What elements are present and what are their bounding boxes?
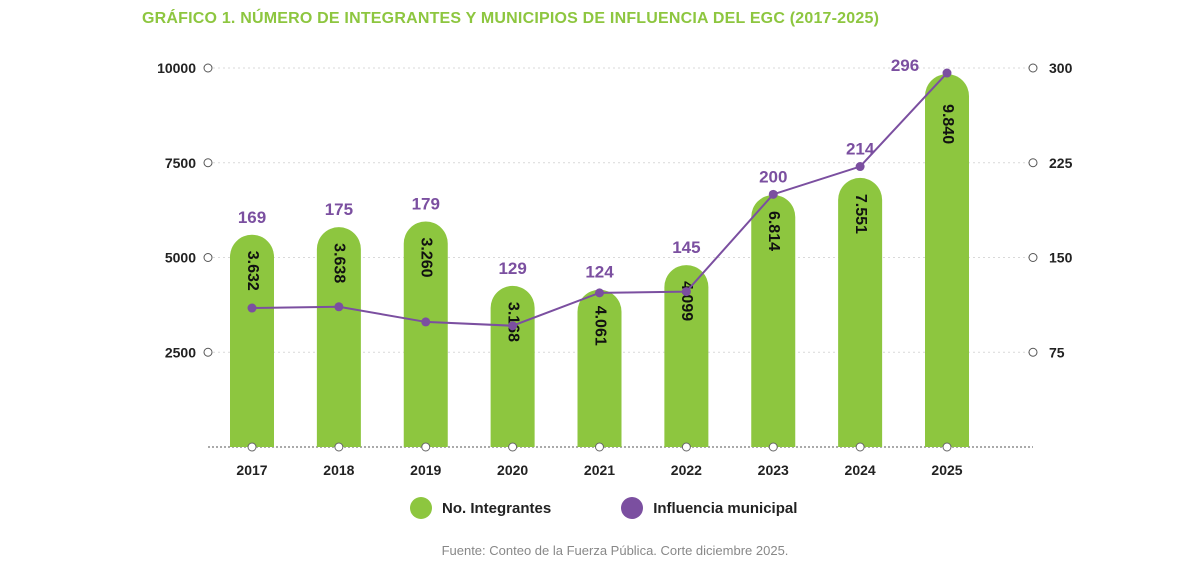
x-tick-marker: [421, 442, 431, 452]
line-value-label-2024: 214: [846, 140, 875, 159]
legend-label-integrantes: No. Integrantes: [442, 499, 552, 517]
line-value-label-2025: 296: [891, 56, 919, 75]
bar-value-label-2023: 6.814: [765, 211, 782, 251]
y-left-tick-label: 5000: [165, 250, 196, 266]
legend-label-influencia: Influencia municipal: [653, 499, 798, 517]
source-note: Fuente: Conteo de la Fuerza Pública. Cor…: [441, 543, 789, 558]
line-point-2023: [768, 189, 778, 199]
x-tick-marker: [247, 442, 257, 452]
x-tick-marker: [334, 442, 344, 452]
bar-value-label-2024: 7.551: [852, 194, 869, 234]
line-point-2020: [508, 321, 518, 331]
chart-title: GRÁFICO 1. NÚMERO DE INTEGRANTES Y MUNIC…: [142, 10, 880, 27]
x-tick-marker: [855, 442, 865, 452]
x-tick-marker: [942, 442, 952, 452]
bar-value-label-2025: 9.840: [939, 104, 956, 144]
x-tick-label-2025: 2025: [931, 462, 962, 478]
right-tick-marker: [1028, 347, 1038, 357]
right-tick-marker: [1028, 63, 1038, 73]
line-value-label-2021: 124: [585, 263, 614, 282]
y-right-tick-label: 225: [1049, 155, 1073, 171]
x-tick-label-2021: 2021: [584, 462, 615, 478]
x-tick-marker: [595, 442, 604, 452]
x-tick-label-2023: 2023: [758, 462, 789, 478]
legend-item-influencia: Influencia municipal: [621, 497, 797, 519]
x-tick-label-2019: 2019: [410, 462, 441, 478]
y-right-tick-label: 75: [1049, 344, 1065, 360]
left-tick-marker: [203, 347, 213, 357]
line-value-label-2023: 200: [759, 167, 787, 186]
right-tick-marker: [1028, 253, 1038, 262]
line-point-2022: [681, 287, 691, 297]
left-tick-marker: [203, 63, 213, 73]
line-point-2024: [855, 162, 865, 172]
bar-2023: [751, 194, 796, 447]
y-left-tick-label: 7500: [165, 155, 196, 171]
legend-swatch-influencia: [621, 497, 644, 519]
line-point-2025: [942, 68, 952, 78]
bar-2019: [403, 221, 448, 447]
line-point-2019: [421, 317, 431, 327]
y-left-tick-label: 10000: [157, 60, 196, 76]
combo-chart: 2500 5000 7500 10000 75 150 225 300 2017 2018 2019…: [157, 56, 1073, 478]
line-value-label-2022: 145: [672, 238, 700, 257]
bar-2022: [664, 265, 709, 447]
line-value-label-2018: 175: [325, 200, 353, 219]
bar-value-label-2021: 4.061: [591, 306, 608, 346]
y-right-tick-label: 150: [1049, 250, 1073, 266]
x-tick-label-2018: 2018: [323, 462, 354, 478]
x-tick-label-2024: 2024: [845, 462, 876, 478]
x-tick-marker: [768, 442, 778, 452]
bar-2025: [925, 74, 969, 448]
legend-swatch-integrantes: [410, 497, 432, 519]
line-value-label-2017: 169: [238, 208, 266, 227]
legend: No. Integrantes Influencia municipal: [410, 497, 867, 519]
x-tick-label-2020: 2020: [497, 462, 528, 478]
x-tick-marker: [681, 442, 691, 452]
bar-value-label-2019: 3.260: [418, 237, 435, 277]
line-value-label-2019: 179: [412, 194, 440, 213]
y-right-tick-label: 300: [1049, 60, 1073, 76]
bar-value-label-2017: 3.632: [244, 251, 261, 291]
bar-2018: [316, 227, 361, 447]
line-point-2021: [595, 288, 604, 298]
x-tick-label-2022: 2022: [671, 462, 702, 478]
left-tick-marker: [203, 253, 213, 262]
bar-value-label-2018: 3.638: [331, 243, 348, 283]
right-tick-marker: [1028, 158, 1038, 168]
legend-item-integrantes: No. Integrantes: [410, 497, 551, 519]
bar-2024: [838, 177, 883, 447]
line-value-label-2020: 129: [498, 259, 526, 278]
bar-2021: [577, 289, 622, 447]
y-left-tick-label: 2500: [165, 344, 196, 360]
x-tick-marker: [508, 442, 518, 452]
line-point-2018: [334, 302, 344, 312]
line-point-2017: [247, 303, 257, 313]
bar-value-label-2022: 4.099: [678, 281, 695, 321]
bar-2017: [230, 234, 274, 447]
x-tick-label-2017: 2017: [236, 462, 267, 478]
left-tick-marker: [203, 158, 213, 168]
